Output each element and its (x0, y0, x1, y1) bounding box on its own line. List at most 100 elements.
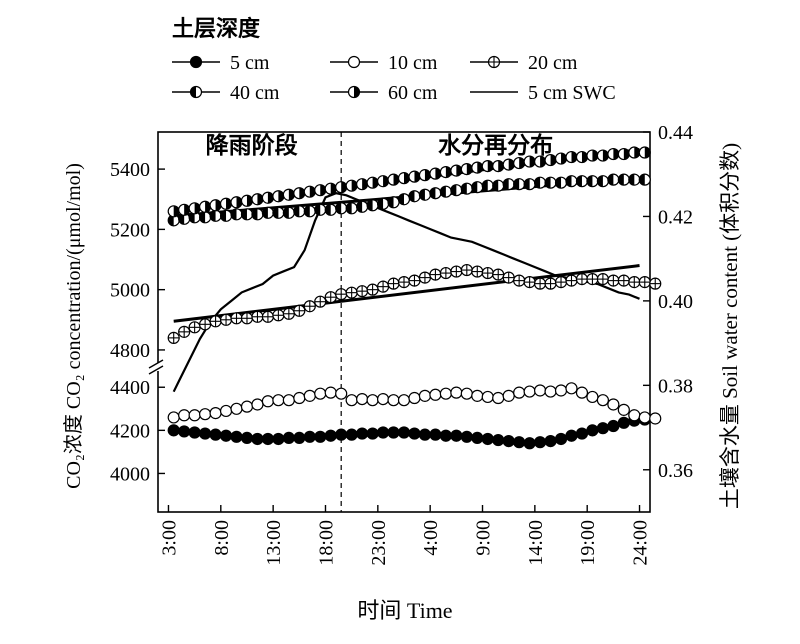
data-point (335, 288, 348, 301)
data-point (178, 203, 191, 216)
marker-circle (523, 437, 536, 450)
data-point (418, 271, 432, 284)
data-point (397, 276, 411, 289)
marker-half-fill (173, 205, 180, 217)
marker-circle (596, 422, 609, 435)
marker-half-fill (325, 204, 331, 216)
data-point (638, 276, 651, 289)
marker-circle (575, 427, 589, 440)
marker-circle (282, 431, 295, 444)
marker-half-fill (194, 202, 201, 214)
legend-marker (189, 55, 203, 69)
data-point (418, 389, 432, 402)
data-point (314, 430, 327, 443)
data-point (167, 411, 180, 424)
marker-circle (199, 408, 212, 421)
marker-half-fill (555, 177, 562, 189)
marker-circle (251, 398, 264, 411)
data-point (293, 304, 306, 317)
marker-circle (471, 431, 484, 444)
marker-half-fill (178, 213, 185, 225)
data-point (219, 313, 233, 326)
marker-half-fill (293, 205, 300, 217)
data-point (429, 268, 442, 281)
marker-half-fill (419, 189, 425, 201)
marker-circle (586, 424, 599, 437)
data-point (209, 407, 222, 420)
data-point (303, 300, 316, 313)
marker-circle (282, 394, 295, 407)
data-point (230, 312, 243, 325)
data-point (387, 394, 400, 407)
data-point (314, 295, 327, 308)
series (167, 146, 651, 218)
marker-half-fill (257, 193, 263, 205)
marker-circle (345, 394, 358, 407)
marker-half-fill (613, 148, 619, 160)
marker-circle (554, 384, 568, 397)
data-point (324, 291, 337, 304)
data-point (335, 202, 348, 215)
data-point (219, 429, 233, 442)
axis-break-gap (150, 363, 166, 371)
series (167, 382, 662, 425)
marker-half-fill (309, 186, 316, 198)
data-point (638, 173, 651, 186)
data-point (481, 432, 494, 446)
marker-circle (439, 387, 452, 400)
data-point (188, 321, 201, 334)
marker-half-fill (513, 178, 520, 190)
data-point (293, 391, 306, 405)
series (167, 263, 662, 344)
marker-half-fill (383, 175, 389, 187)
data-point (387, 277, 400, 290)
data-point (607, 274, 620, 287)
marker-half-fill (592, 150, 598, 162)
data-point (439, 387, 452, 400)
axis-break-mark (148, 365, 164, 375)
data-point (638, 146, 651, 159)
plot-marks (167, 146, 662, 450)
marker-circle (324, 386, 337, 399)
marker-circle (261, 432, 275, 446)
legend-entry: 40 cm (172, 82, 280, 104)
marker-half-fill (210, 210, 216, 222)
data-point (345, 286, 358, 299)
y-left-tick-label: 4000 (110, 463, 150, 485)
x-tick-label: 18:00 (315, 520, 337, 566)
data-point (324, 429, 337, 442)
data-point (314, 387, 327, 400)
phase-label-rain: 降雨阶段 (206, 132, 298, 158)
data-point (492, 179, 505, 192)
marker-half-fill (320, 184, 326, 196)
data-point (387, 173, 400, 186)
plot-frame (157, 131, 651, 513)
data-point (261, 206, 275, 219)
data-point (366, 283, 379, 296)
data-point (617, 403, 630, 416)
data-point (565, 274, 578, 287)
marker-half-fill (639, 174, 645, 186)
data-point (324, 203, 337, 216)
marker-circle (209, 428, 222, 441)
marker-half-fill (351, 180, 358, 192)
data-point (408, 427, 421, 440)
marker-half-fill (304, 205, 310, 217)
data-point (188, 409, 201, 422)
legend-entry: 10 cm (330, 52, 438, 74)
data-point (240, 431, 254, 444)
data-point (251, 193, 264, 206)
data-point (366, 199, 379, 212)
data-point (167, 424, 180, 437)
marker-circle (649, 412, 662, 425)
marker-half-fill (644, 147, 651, 159)
data-point (261, 191, 275, 204)
y-left-tick-label: 5400 (110, 159, 150, 181)
marker-half-fill (628, 174, 635, 186)
marker-circle (199, 427, 212, 440)
marker-circle (178, 425, 191, 438)
data-point (251, 398, 264, 411)
marker-circle (167, 411, 180, 424)
marker-circle (397, 426, 411, 439)
y-left-axis-title: CO₂浓度 CO₂ concentration/(μmol/mol) (62, 163, 85, 489)
